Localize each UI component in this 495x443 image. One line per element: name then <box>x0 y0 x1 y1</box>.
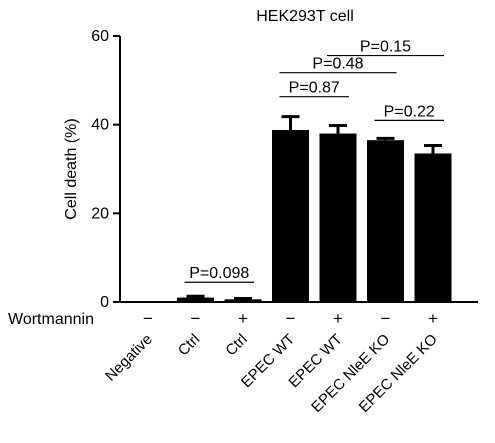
x-tick-label: Ctrl <box>222 331 251 360</box>
p-value-label: P=0.098 <box>189 265 249 282</box>
wortmannin-sign: + <box>238 309 248 328</box>
bar <box>272 129 309 302</box>
wortmannin-row-label: Wortmannin <box>8 311 94 328</box>
wortmannin-sign: − <box>191 309 201 328</box>
p-value-label: P=0.22 <box>384 103 435 120</box>
bar <box>414 153 452 302</box>
bar <box>367 140 404 302</box>
bar <box>177 297 214 302</box>
y-tick-label: 20 <box>91 205 109 222</box>
bar <box>319 133 357 302</box>
chart-title: HEK293T cell <box>256 8 354 25</box>
wortmannin-sign: − <box>381 309 391 328</box>
y-tick-label: 60 <box>91 28 109 45</box>
wortmannin-sign: + <box>333 309 343 328</box>
x-tick-label: Ctrl <box>175 331 204 360</box>
y-tick-label: 0 <box>100 294 109 311</box>
x-tick-label: Negative <box>102 331 156 385</box>
y-axis-label: Cell death (%) <box>63 118 80 219</box>
p-value-label: P=0.48 <box>312 56 363 73</box>
y-tick-label: 40 <box>91 117 109 134</box>
bars <box>177 115 452 302</box>
p-value-label: P=0.15 <box>360 39 411 56</box>
bar <box>224 299 262 302</box>
p-value-label: P=0.87 <box>289 80 340 97</box>
wortmannin-sign: − <box>286 309 296 328</box>
wortmannin-sign: − <box>143 309 153 328</box>
significance-annotations: P=0.098 P=0.87 P=0.22 P=0.48P=0.15 <box>184 39 444 283</box>
wortmannin-sign: + <box>428 309 438 328</box>
x-tick-labels: −Negative−Ctrl+Ctrl−EPEC WT+EPEC WT−EPEC… <box>102 309 441 416</box>
